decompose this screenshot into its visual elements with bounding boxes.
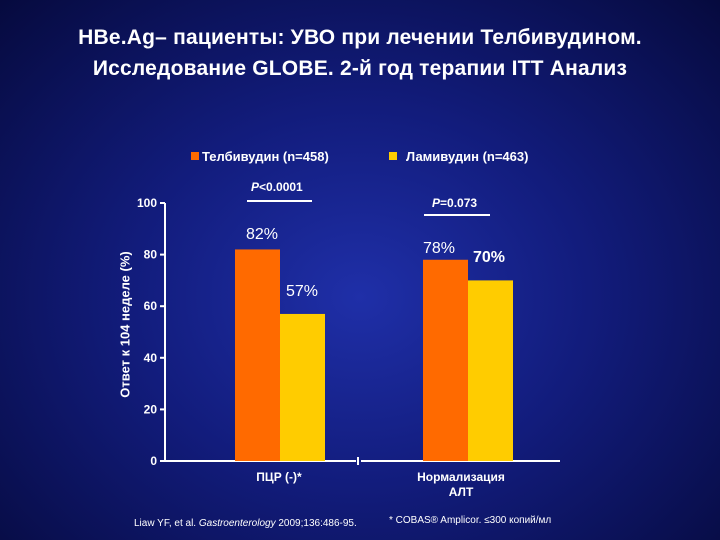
legend-swatch-telbivudine — [191, 152, 199, 160]
p-value-1-bracket — [247, 200, 312, 202]
p-value-2: P=0.073 — [432, 196, 477, 210]
legend-label-lamivudine: Ламивудин (n=463) — [406, 149, 529, 164]
footnote: * COBAS® Amplicor. ≤300 копий/мл — [389, 515, 552, 526]
x-category-label: Нормализация — [417, 470, 505, 484]
data-label: 70% — [473, 249, 505, 266]
legend-item-telbivudine: Телбивудин (n=458) — [191, 149, 329, 164]
citation-details: 2009;136:486-95. — [275, 518, 357, 529]
data-label: 57% — [286, 283, 318, 300]
legend-label-telbivudine: Телбивудин (n=458) — [202, 149, 329, 164]
p-value-1-letter: P — [251, 180, 260, 194]
x-category-label: ПЦР (-)* — [256, 470, 302, 484]
legend-item-lamivudine: Ламивудин (n=463) — [389, 149, 528, 164]
citation-authors: Liaw YF, et al. — [134, 518, 199, 529]
bar-telbivudine — [423, 259, 468, 461]
y-tick-label: 0 — [150, 454, 157, 468]
p-value-1-text: <0.0001 — [259, 180, 303, 194]
title-line-1: HBe.Ag– пациенты: УВО при лечении Телбив… — [78, 26, 642, 49]
data-label: 82% — [246, 226, 278, 243]
x-category-label: АЛТ — [449, 485, 474, 499]
y-tick-label: 80 — [144, 248, 158, 262]
p-value-1: P<0.0001 — [251, 180, 303, 194]
data-label: 78% — [423, 240, 455, 257]
p-value-2-letter: P — [432, 196, 441, 210]
citation-journal: Gastroenterology — [198, 518, 276, 529]
citation: Liaw YF, et al. Gastroenterology 2009;13… — [134, 518, 357, 529]
y-tick-label: 40 — [144, 351, 158, 365]
bar-lamivudine — [280, 313, 325, 461]
y-tick-label: 100 — [137, 196, 157, 210]
y-tick-label: 60 — [144, 299, 158, 313]
bar-telbivudine — [235, 249, 280, 461]
p-value-2-text: =0.073 — [440, 196, 478, 210]
y-tick-label: 20 — [144, 402, 158, 416]
p-value-2-bracket — [424, 214, 490, 216]
legend-swatch-lamivudine — [389, 152, 397, 160]
bar-lamivudine — [468, 280, 513, 461]
title-line-2: Исследование GLOBE. 2-й год терапии ITT … — [92, 57, 628, 80]
slide-title: HBe.Ag– пациенты: УВО при лечении Телбив… — [0, 22, 720, 84]
